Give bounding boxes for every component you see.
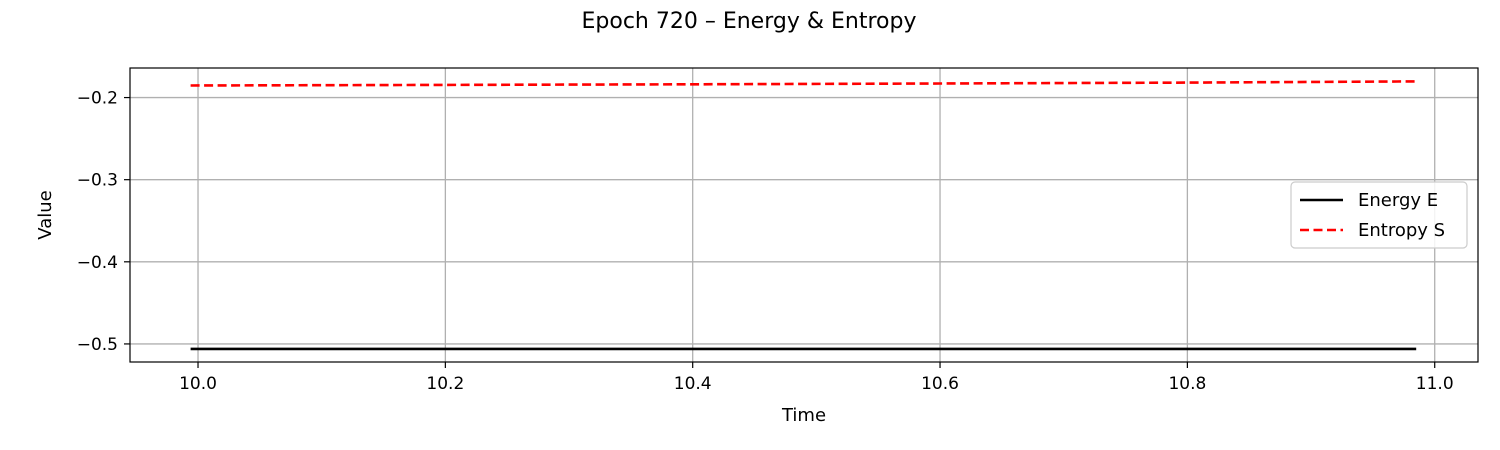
x-tick-label: 10.2 (426, 374, 464, 394)
grid (130, 68, 1478, 362)
y-tick-label: −0.2 (77, 89, 118, 109)
x-tick-label: 10.4 (674, 374, 712, 394)
x-tick-label: 10.8 (1168, 374, 1206, 394)
chart-title: Epoch 720 – Energy & Entropy (582, 9, 917, 34)
plot-lines (190, 80, 1417, 351)
axis-ticks: 10.0 10.2 10.4 10.6 10.8 11.0 −0.2 −0.3 −0.4 −0.5 (77, 89, 1454, 394)
y-tick-label: −0.5 (77, 335, 118, 355)
y-axis-label: Value (35, 190, 56, 239)
y-tick-label: −0.4 (77, 253, 118, 273)
plot-frame (129, 67, 1479, 363)
x-tick-label: 11.0 (1416, 374, 1454, 394)
legend-label-energy-e: Energy E (1358, 190, 1438, 211)
series-line-entropy-s (190, 80, 1417, 87)
y-tick-label: −0.3 (77, 171, 118, 191)
legend-box (1290, 181, 1468, 249)
x-axis-label: Time (781, 405, 826, 426)
x-tick-label: 10.0 (179, 374, 217, 394)
legend: Energy E Entropy S (1290, 181, 1468, 249)
legend-label-entropy-s: Entropy S (1358, 220, 1445, 241)
x-tick-label: 10.6 (921, 374, 959, 394)
